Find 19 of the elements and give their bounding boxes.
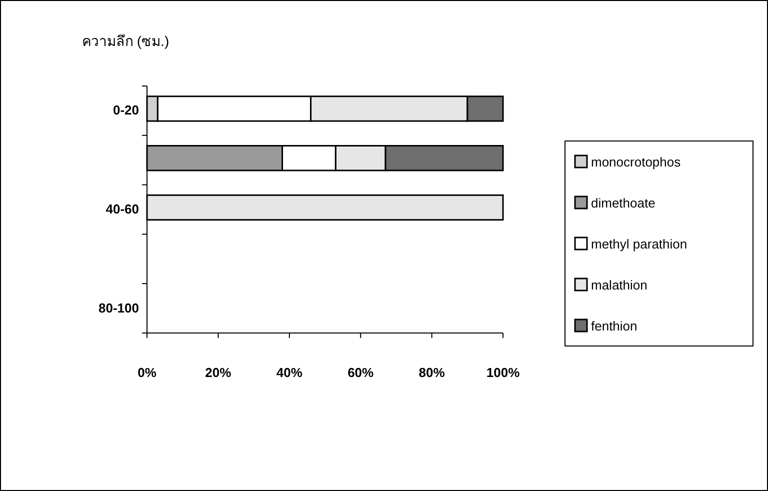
x-tick-label: 20% [205, 365, 232, 380]
legend-label: dimethoate [591, 196, 656, 210]
bar [384, 145, 504, 172]
bar [310, 96, 468, 122]
bar [466, 96, 504, 122]
x-tick-label: 60% [348, 365, 374, 380]
x-tick-label: 100% [486, 365, 520, 380]
y-tick-label: 0-20 [112, 102, 139, 118]
legend-label: monocrotophos [591, 154, 682, 170]
legend-label: methyl parathion [591, 236, 688, 252]
x-tick-label: 40% [276, 365, 303, 380]
y-axis-title: ความลึก (ซม.) [82, 33, 170, 49]
legend-label: fenthion [591, 318, 638, 334]
y-tick-label: 80-100 [98, 300, 139, 316]
x-tick-label: 80% [418, 365, 446, 380]
bar [334, 145, 386, 172]
x-tick-label: 0% [138, 365, 157, 380]
legend-label: malathion [591, 278, 648, 292]
y-tick-label: 40-60 [106, 202, 139, 216]
